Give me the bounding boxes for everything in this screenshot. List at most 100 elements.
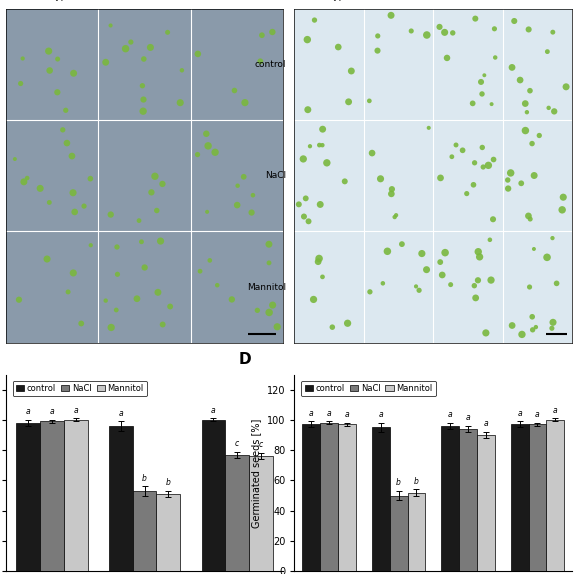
Point <box>63 288 72 297</box>
Point <box>470 158 479 168</box>
Text: control: control <box>255 60 286 69</box>
Text: a: a <box>518 409 522 418</box>
Point <box>302 35 312 44</box>
Point <box>318 125 327 134</box>
Bar <box>372 428 390 571</box>
Point <box>253 306 262 315</box>
Point <box>146 43 155 52</box>
Point <box>504 184 513 193</box>
Point <box>106 323 116 332</box>
Text: b: b <box>166 478 171 487</box>
Point <box>309 295 318 304</box>
Point <box>264 308 274 317</box>
Text: D: D <box>239 352 252 367</box>
Point <box>44 46 53 56</box>
Point <box>45 198 54 207</box>
Point <box>521 126 530 135</box>
Point <box>232 200 242 210</box>
Point <box>322 158 331 168</box>
Point <box>304 217 313 226</box>
Point <box>477 90 486 99</box>
Point <box>549 318 558 327</box>
Point <box>230 86 239 95</box>
Point <box>548 28 557 37</box>
Point <box>367 149 377 158</box>
Point <box>544 103 553 113</box>
Point <box>106 210 116 219</box>
Point <box>247 208 256 217</box>
Bar <box>249 456 273 571</box>
Point <box>76 319 86 328</box>
Text: a: a <box>309 409 314 418</box>
Point <box>442 53 451 63</box>
Point <box>365 96 374 106</box>
Point <box>264 258 274 267</box>
Point <box>386 11 396 20</box>
Point <box>543 47 552 56</box>
Point <box>86 174 95 183</box>
Point <box>69 69 78 78</box>
Point <box>531 323 540 332</box>
Point <box>233 181 242 191</box>
Point <box>154 288 163 297</box>
Point <box>112 242 121 251</box>
Point <box>475 253 484 262</box>
Text: a: a <box>553 406 558 414</box>
Point <box>139 95 148 104</box>
Legend: control, NaCl, Mannitol: control, NaCl, Mannitol <box>301 381 436 397</box>
Text: naa25-1: naa25-1 <box>218 0 256 1</box>
Point <box>489 155 498 164</box>
Point <box>422 30 431 40</box>
Point <box>101 57 110 67</box>
Point <box>121 44 130 53</box>
Point <box>436 258 445 267</box>
Point <box>158 320 167 329</box>
Point <box>469 180 478 189</box>
Point <box>542 253 551 262</box>
Point <box>474 247 483 257</box>
Point <box>22 173 32 183</box>
Point <box>67 152 76 161</box>
Point <box>43 254 52 263</box>
Text: a: a <box>344 410 349 419</box>
Point <box>340 177 350 186</box>
Point <box>53 55 62 64</box>
Point <box>424 123 434 133</box>
Text: a: a <box>484 419 488 428</box>
Point <box>61 106 70 115</box>
Point <box>300 212 309 221</box>
Text: amiNAA15: amiNAA15 <box>514 0 561 1</box>
Point <box>132 294 141 303</box>
Point <box>422 265 431 274</box>
Point <box>213 281 222 290</box>
Point <box>365 287 374 296</box>
Bar <box>546 420 564 571</box>
Point <box>58 125 67 134</box>
Point <box>487 99 496 108</box>
Point <box>343 319 352 328</box>
Point <box>471 293 480 302</box>
Point <box>156 236 165 246</box>
Point <box>239 172 248 181</box>
Point <box>547 324 557 333</box>
Point <box>524 25 533 34</box>
Point <box>268 28 277 37</box>
Point <box>407 26 416 36</box>
Point <box>448 28 457 37</box>
Point <box>113 270 122 279</box>
Point <box>298 154 308 164</box>
Point <box>517 179 526 188</box>
Point <box>301 194 310 203</box>
Text: c: c <box>259 440 263 449</box>
Point <box>268 301 277 310</box>
Point <box>318 141 327 150</box>
Text: a: a <box>26 407 30 416</box>
Bar <box>338 425 356 571</box>
Point <box>438 270 447 280</box>
Point <box>152 206 162 215</box>
Point <box>383 247 392 256</box>
Point <box>412 282 421 291</box>
Bar <box>390 495 408 571</box>
Point <box>18 54 27 63</box>
Bar <box>133 491 156 571</box>
